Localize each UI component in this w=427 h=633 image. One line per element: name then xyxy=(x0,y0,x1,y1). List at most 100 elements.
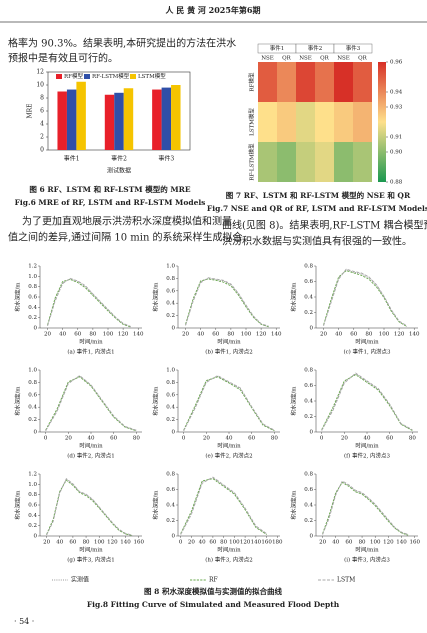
y-tick-label: 0.4 xyxy=(28,405,37,411)
y-tick-label: 0.2 xyxy=(304,310,313,316)
x-tick-label: 0 xyxy=(320,436,324,442)
bar xyxy=(76,81,86,150)
y-tick-label: 0.6 xyxy=(304,383,313,389)
y-tick-label: 6 xyxy=(40,108,44,115)
legend-swatch xyxy=(84,74,90,79)
x-tick-label: 120 xyxy=(240,540,251,546)
legend-label: RF模型 xyxy=(64,72,83,80)
caption: Fig.7 NSE and QR of RF, LSTM and RF-LSTM… xyxy=(207,204,427,213)
x-tick-label: 0 xyxy=(44,436,48,442)
x-tick-label: 160 xyxy=(409,540,420,546)
series-line xyxy=(46,478,133,536)
heat-cell xyxy=(277,62,296,102)
y-tick-label: 2 xyxy=(40,134,44,141)
series-line xyxy=(183,375,275,432)
series-line xyxy=(183,375,275,431)
y-axis-label: 积水深度/m xyxy=(152,282,160,312)
x-tick-label: 20 xyxy=(320,332,327,338)
series-line xyxy=(321,372,413,431)
column-group: 事件2 xyxy=(308,44,323,52)
x-tick-label: 60 xyxy=(212,332,219,338)
x-tick-label: 40 xyxy=(335,332,342,338)
column-label: QR xyxy=(320,56,330,62)
x-tick-label: 100 xyxy=(229,540,240,546)
x-tick-label: 140 xyxy=(133,332,144,338)
y-tick-label: 12 xyxy=(36,69,44,76)
y-tick-label: 0 xyxy=(172,430,176,436)
column-label: NSE xyxy=(261,56,274,62)
y-tick-label: 0.2 xyxy=(28,315,37,321)
x-tick-label: 140 xyxy=(396,540,407,546)
x-tick-label: 60 xyxy=(74,332,81,338)
bar xyxy=(66,89,77,150)
x-tick-label: 40 xyxy=(56,540,63,546)
series-line xyxy=(323,268,407,327)
panel-caption: (c) 事件1, 内涝点3 xyxy=(343,348,391,356)
series-line xyxy=(45,375,137,432)
y-axis-label: 积水深度/m xyxy=(152,386,160,416)
panel-caption: (g) 事件3, 内涝点1 xyxy=(67,556,115,564)
colorbar-label: 0.94 xyxy=(390,90,403,96)
text-line: 曲线(见图 8)。结果表明,RF-LSTM 耦合模型预测的 xyxy=(222,219,427,232)
heat-cell xyxy=(334,142,353,182)
series-line xyxy=(46,479,133,536)
series-line xyxy=(180,476,267,535)
row-label: RF模型 xyxy=(248,72,256,91)
panel-caption: (b) 事件1, 内涝点2 xyxy=(205,348,253,356)
y-tick-label: 0.2 xyxy=(304,518,313,524)
y-tick-label: 0.8 xyxy=(28,492,37,498)
text-line: 为了更加直观地展示洪涝积水深度模拟值和测量 xyxy=(22,215,232,228)
legend-label: RF xyxy=(209,577,218,584)
y-tick-label: 1.2 xyxy=(28,472,37,478)
y-tick-label: 0 xyxy=(40,147,44,154)
x-tick-label: 40 xyxy=(226,436,233,442)
y-tick-label: 0.2 xyxy=(166,518,175,524)
x-tick-label: 40 xyxy=(88,436,95,442)
row-label: LSTM模型 xyxy=(248,108,256,136)
header: 人 民 黄 河 2025年第6期 xyxy=(166,5,261,15)
panel-caption: (d) 事件2, 内涝点1 xyxy=(67,452,115,460)
y-tick-label: 0.6 xyxy=(28,392,37,398)
x-tick-label: 120 xyxy=(383,540,394,546)
heat-cell xyxy=(353,102,372,142)
x-axis-label: 时间/min xyxy=(217,338,241,346)
y-tick-label: 0 xyxy=(34,534,38,540)
x-tick-label: 120 xyxy=(118,332,129,338)
x-tick-label: 100 xyxy=(370,540,381,546)
heat-cell xyxy=(277,142,296,182)
x-tick-label: 80 xyxy=(227,332,234,338)
heat-cell xyxy=(315,102,334,142)
x-tick-label: 100 xyxy=(103,332,114,338)
x-tick-label: 40 xyxy=(197,332,204,338)
y-tick-label: 0.4 xyxy=(304,295,313,301)
y-tick-label: 0.8 xyxy=(28,380,37,386)
x-axis-label: 时间/min xyxy=(355,546,379,554)
series-line xyxy=(47,277,131,327)
x-tick-label: 120 xyxy=(107,540,118,546)
colorbar xyxy=(378,62,386,182)
y-tick-label: 1.0 xyxy=(166,368,175,374)
x-tick-label: 40 xyxy=(364,436,371,442)
x-tick-label: 100 xyxy=(379,332,390,338)
column-group: 事件1 xyxy=(270,44,285,52)
x-tick-label: 160 xyxy=(261,540,272,546)
y-tick-label: 8 xyxy=(40,95,44,102)
heat-cell xyxy=(258,142,277,182)
x-axis-label: 时间/min xyxy=(355,338,379,346)
x-tick-label: 0 xyxy=(179,540,183,546)
y-tick-label: 1.0 xyxy=(28,482,37,488)
bar xyxy=(161,87,172,150)
x-tick-label: 60 xyxy=(69,540,76,546)
legend-label: LSTM模型 xyxy=(138,72,166,80)
y-axis-label: 积水深度/m xyxy=(14,490,22,520)
y-tick-label: 1.0 xyxy=(28,274,37,280)
panel-caption: (a) 事件1, 内涝点1 xyxy=(67,348,114,356)
x-tick-label: 40 xyxy=(59,332,66,338)
heat-cell xyxy=(334,62,353,102)
x-tick-label: 20 xyxy=(319,540,326,546)
y-tick-label: 0.4 xyxy=(166,503,175,509)
y-tick-label: 0.6 xyxy=(304,487,313,493)
x-tick-label: 20 xyxy=(44,332,51,338)
x-tick-label: 20 xyxy=(182,332,189,338)
y-axis-label: 积水深度/m xyxy=(14,386,22,416)
